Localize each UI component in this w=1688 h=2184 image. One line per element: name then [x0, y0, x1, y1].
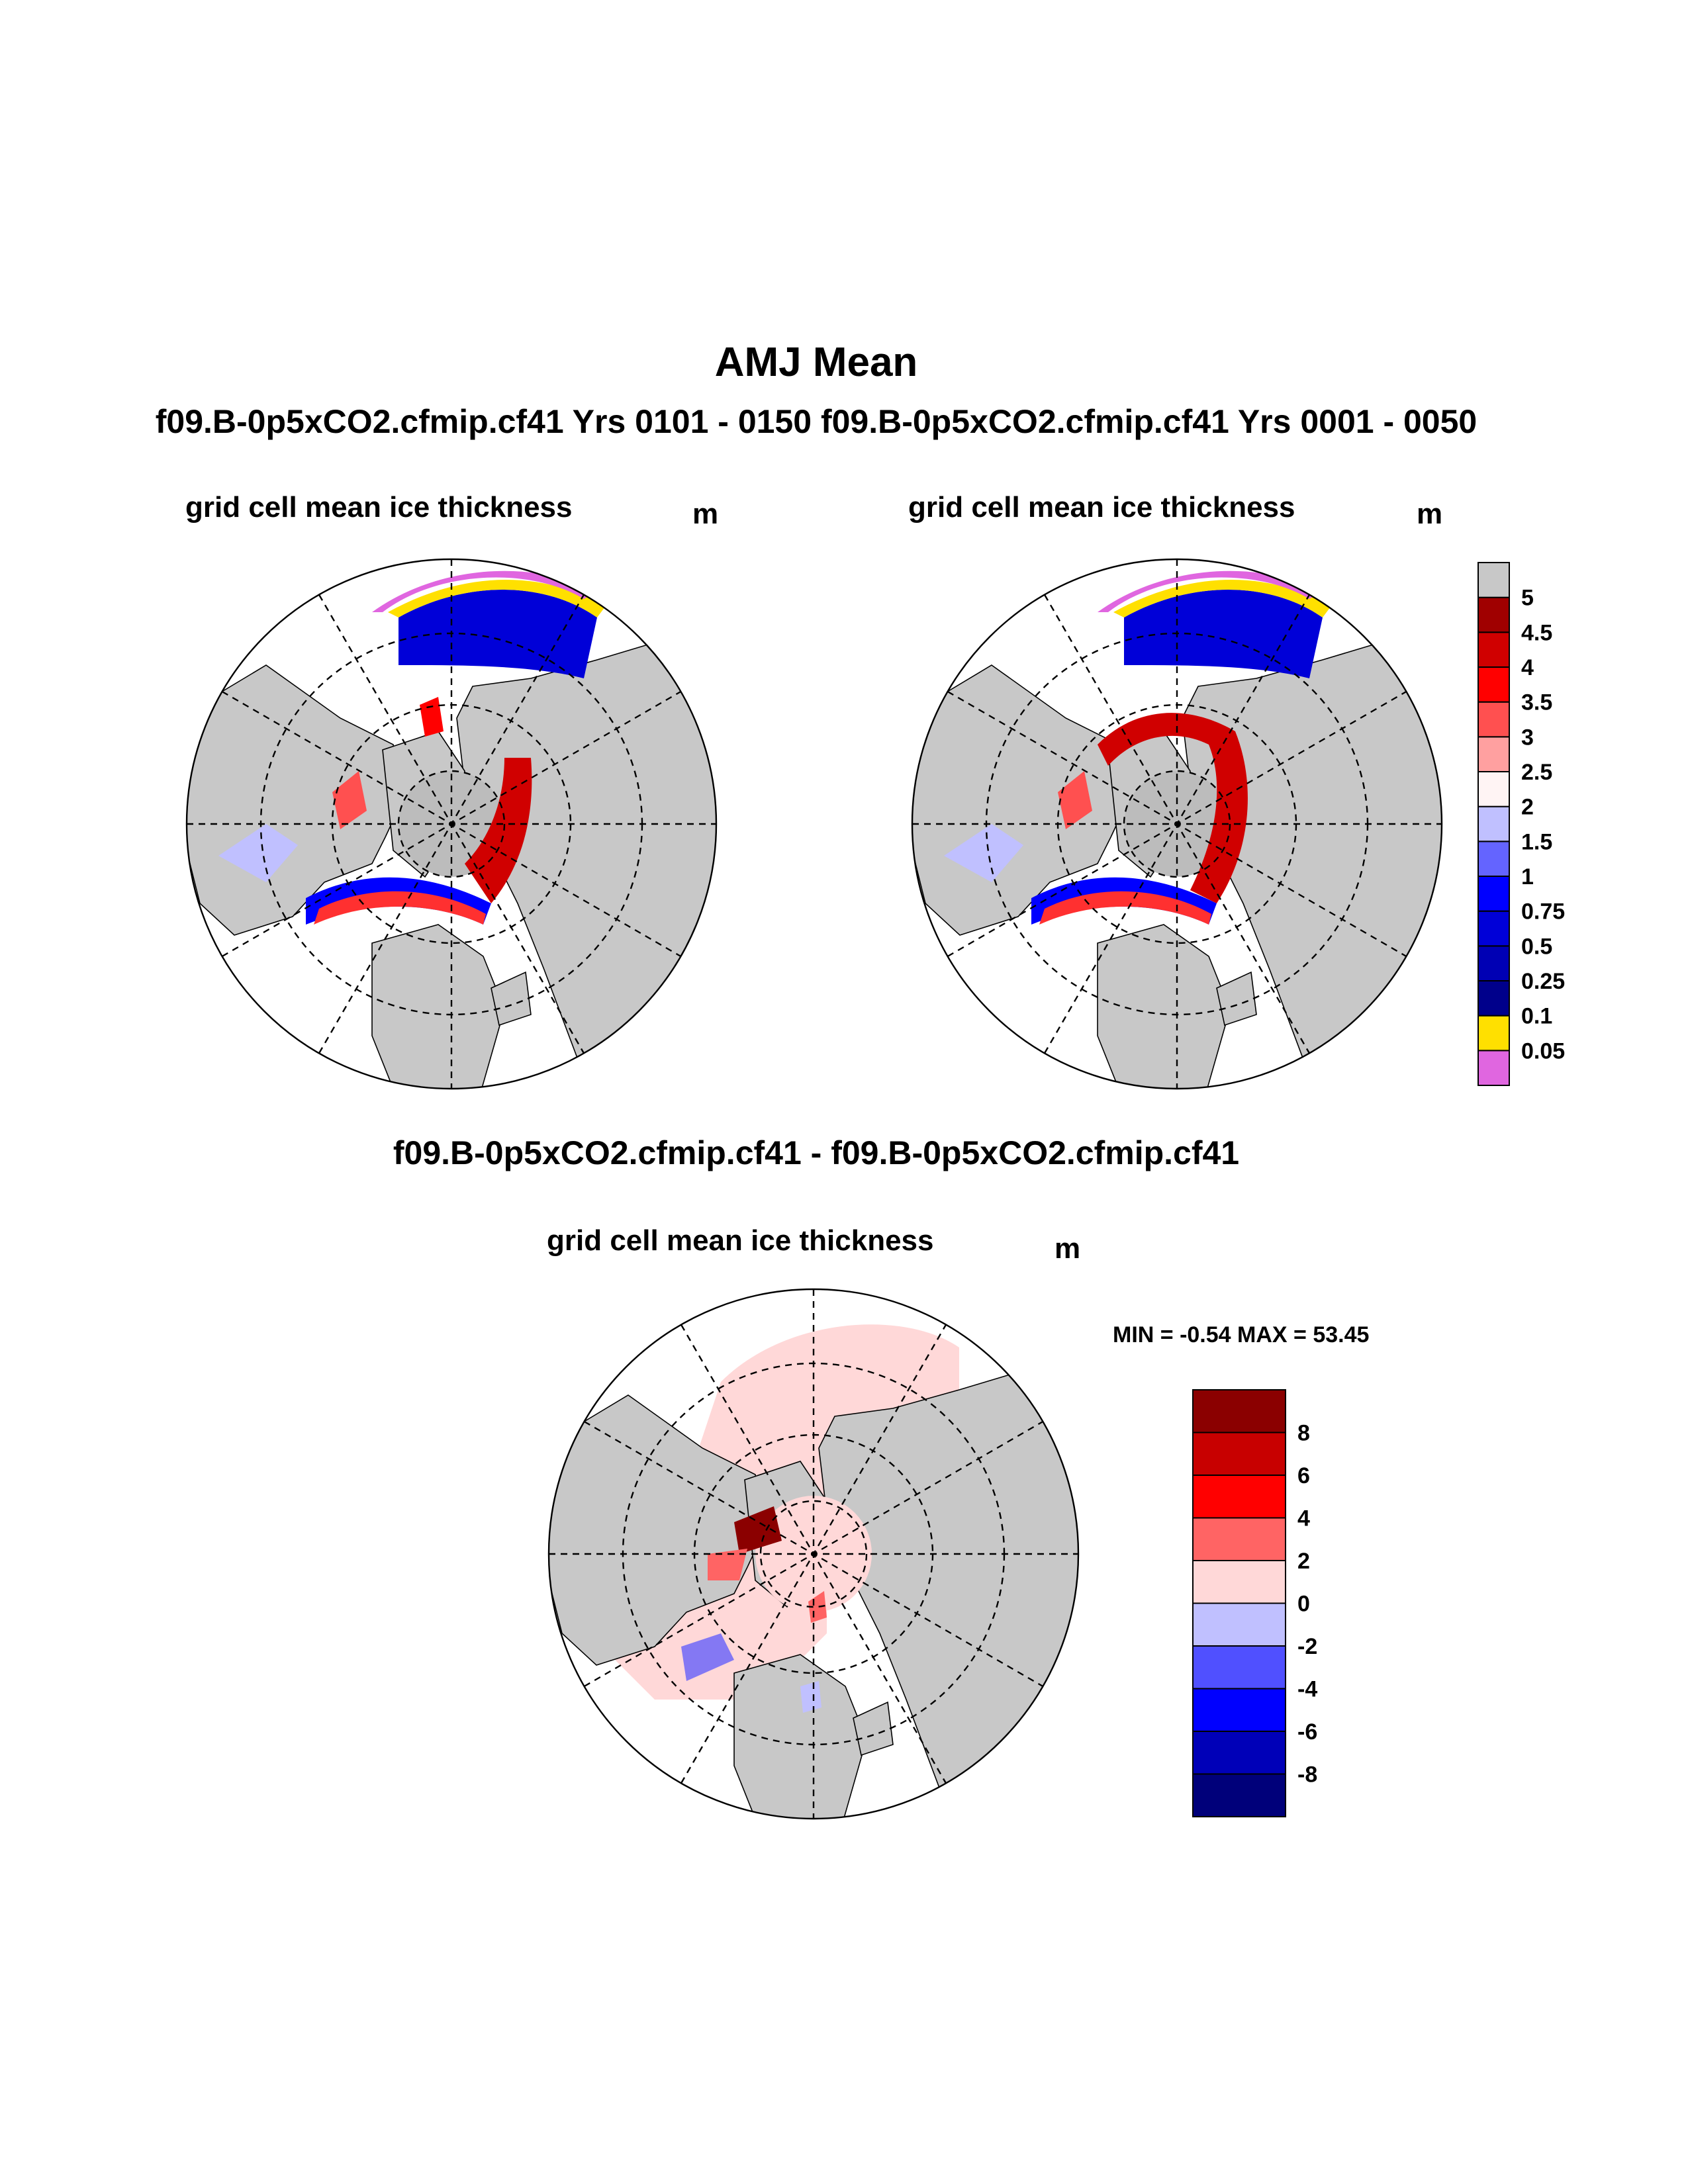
- difference-colorbar-tick-label: -2: [1297, 1634, 1317, 1659]
- thickness-colorbar-swatch: [1477, 980, 1510, 1017]
- thickness-colorbar-swatch: [1477, 596, 1510, 633]
- difference-colorbar-swatch: [1192, 1560, 1286, 1604]
- difference-colorbar-swatch: [1192, 1517, 1286, 1561]
- min-max-readout: MIN = -0.54 MAX = 53.45: [1113, 1322, 1370, 1347]
- difference-colorbar-tick-label: 0: [1297, 1592, 1310, 1617]
- main-title: AMJ Mean: [714, 340, 918, 385]
- thickness-colorbar-swatch: [1477, 771, 1510, 807]
- thickness-colorbar-swatch: [1477, 701, 1510, 738]
- thickness-colorbar-swatch: [1477, 805, 1510, 842]
- difference-colorbar-tick-label: 8: [1297, 1421, 1310, 1446]
- thickness-colorbar-tick-label: 2.5: [1521, 760, 1552, 785]
- thickness-colorbar-swatch: [1477, 736, 1510, 773]
- thickness-colorbar-swatch: [1477, 1015, 1510, 1052]
- thickness-colorbar-tick-label: 0.1: [1521, 1004, 1552, 1029]
- thickness-colorbar-tick-label: 0.05: [1521, 1038, 1565, 1064]
- thickness-colorbar-swatch: [1477, 945, 1510, 982]
- thickness-colorbar-swatch: [1477, 910, 1510, 947]
- panel-3-units: m: [1055, 1232, 1081, 1265]
- panel-1-units: m: [692, 498, 719, 530]
- polar-map-1: [185, 558, 718, 1090]
- difference-colorbar-swatch: [1192, 1432, 1286, 1476]
- difference-colorbar-swatch: [1192, 1773, 1286, 1817]
- difference-colorbar-swatch: [1192, 1475, 1286, 1519]
- thickness-colorbar-tick-label: 2: [1521, 795, 1534, 820]
- thickness-colorbar-tick-label: 0.5: [1521, 934, 1552, 959]
- thickness-colorbar-tick-label: 0.75: [1521, 899, 1565, 925]
- panel-1-title: grid cell mean ice thickness: [185, 491, 573, 523]
- difference-colorbar-swatch: [1192, 1688, 1286, 1732]
- panel-2-units: m: [1417, 498, 1443, 530]
- thickness-colorbar-swatch: [1477, 876, 1510, 912]
- thickness-colorbar-tick-label: 1: [1521, 864, 1534, 889]
- difference-colorbar-swatch: [1192, 1389, 1286, 1433]
- thickness-colorbar-tick-label: 4.5: [1521, 620, 1552, 645]
- thickness-colorbar-tick-label: 1.5: [1521, 829, 1552, 854]
- difference-colorbar-tick-label: -6: [1297, 1719, 1317, 1745]
- panel-2-title: grid cell mean ice thickness: [908, 491, 1295, 523]
- thickness-colorbar-tick-label: 4: [1521, 655, 1534, 680]
- thickness-colorbar-tick-label: 3.5: [1521, 690, 1552, 715]
- difference-colorbar-tick-label: 6: [1297, 1463, 1310, 1488]
- difference-colorbar-tick-label: -8: [1297, 1762, 1317, 1788]
- polar-map-3: [547, 1288, 1080, 1820]
- case-subtitle: f09.B-0p5xCO2.cfmip.cf41 Yrs 0101 - 0150…: [155, 403, 1477, 440]
- difference-colorbar-tick-label: -4: [1297, 1677, 1317, 1702]
- difference-colorbar-swatch: [1192, 1645, 1286, 1690]
- difference-title: f09.B-0p5xCO2.cfmip.cf41 - f09.B-0p5xCO2…: [393, 1134, 1240, 1171]
- difference-colorbar-tick-label: 4: [1297, 1506, 1310, 1531]
- thickness-colorbar-tick-label: 5: [1521, 586, 1534, 611]
- difference-colorbar-swatch: [1192, 1731, 1286, 1775]
- thickness-colorbar-swatch: [1477, 841, 1510, 878]
- thickness-colorbar-tick-label: 0.25: [1521, 969, 1565, 994]
- thickness-colorbar-swatch: [1477, 1050, 1510, 1087]
- thickness-colorbar-tick-label: 3: [1521, 725, 1534, 750]
- difference-colorbar-tick-label: 2: [1297, 1549, 1310, 1574]
- thickness-colorbar-swatch: [1477, 562, 1510, 598]
- colorbar-difference: -8 -6 -4 -2 0 2 4 6 8: [1192, 1389, 1317, 1817]
- thickness-colorbar-swatch: [1477, 666, 1510, 703]
- thickness-colorbar-swatch: [1477, 631, 1510, 668]
- difference-colorbar-swatch: [1192, 1602, 1286, 1647]
- colorbar-thickness: 0.05 0.1 0.25 0.5 0.75 1 1.5 2 2.5 3 3.5 4 4.5 5: [1477, 562, 1565, 1087]
- panel-3-title: grid cell mean ice thickness: [547, 1224, 934, 1257]
- polar-map-2: [911, 558, 1443, 1090]
